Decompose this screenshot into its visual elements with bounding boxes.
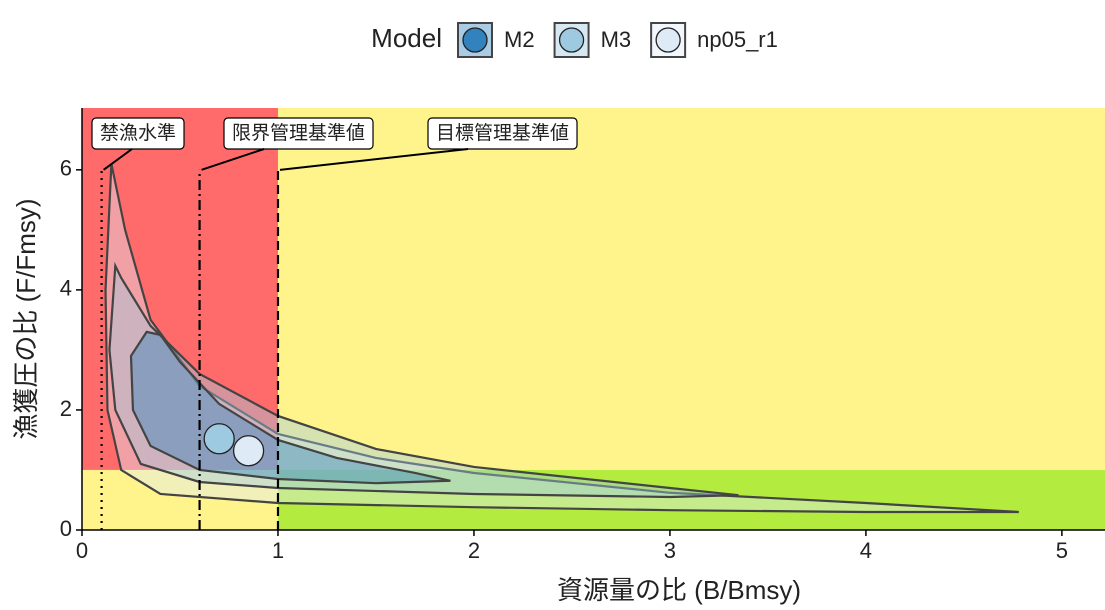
y-axis-title: 漁獲圧の比 (F/Fmsy)	[11, 198, 41, 439]
legend-label: M3	[601, 27, 632, 52]
reference-label: 目標管理基準値	[436, 122, 569, 144]
y-tick-label: 6	[60, 156, 72, 181]
label-box	[427, 117, 578, 150]
legend-marker	[558, 27, 585, 53]
zone	[277, 108, 1105, 470]
x-tick-label: 3	[664, 538, 676, 563]
x-tick-label: 2	[468, 538, 480, 563]
x-axis-title: 資源量の比 (B/Bmsy)	[557, 575, 801, 605]
point	[203, 423, 235, 455]
leader-line	[279, 148, 469, 171]
y-tick-label: 0	[60, 516, 72, 541]
x-tick-label: 5	[1056, 538, 1068, 563]
legend-label: np05_r1	[697, 27, 778, 52]
leader-line	[201, 148, 265, 171]
x-tick-label: 1	[272, 538, 284, 563]
reference-label: 限界管理基準値	[232, 122, 365, 144]
legend-label: M2	[504, 27, 535, 52]
x-tick-label: 4	[860, 538, 872, 563]
y-tick-label: 4	[60, 276, 72, 301]
x-tick-label: 0	[76, 538, 88, 563]
legend-marker	[655, 27, 681, 53]
legend-title: Model	[371, 23, 442, 53]
label-box	[223, 117, 374, 150]
confidence-region	[108, 261, 739, 499]
legend-marker	[462, 27, 488, 53]
label-box	[91, 117, 185, 150]
zone	[277, 469, 1105, 530]
reference-label: 禁漁水準	[100, 122, 176, 144]
point	[232, 435, 265, 467]
leader-line	[103, 148, 133, 171]
y-tick-label: 2	[60, 396, 72, 421]
